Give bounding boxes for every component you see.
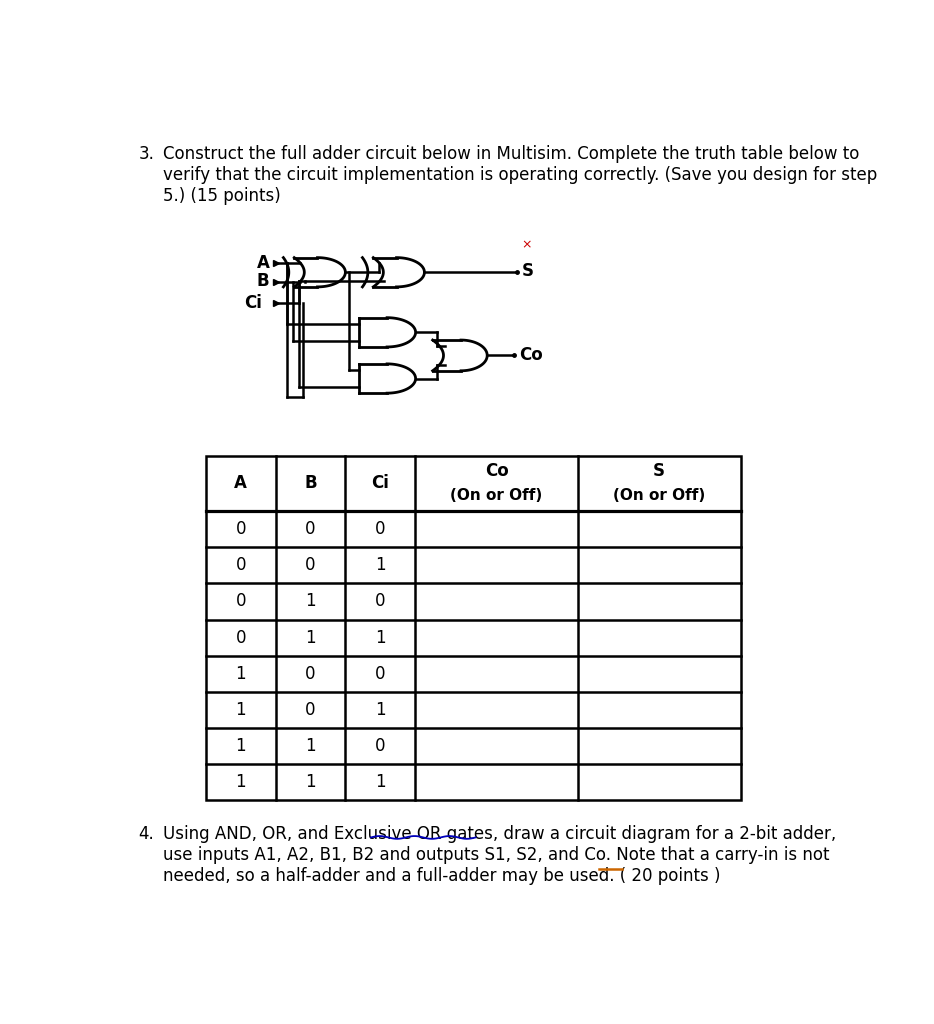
Text: Using AND, OR, and Exclusive OR gates, draw a circuit diagram for a 2-bit adder,: Using AND, OR, and Exclusive OR gates, d… (163, 825, 837, 885)
Text: 0: 0 (305, 665, 316, 683)
Text: 0: 0 (375, 593, 386, 610)
Text: 1: 1 (235, 665, 246, 683)
Text: 1: 1 (305, 629, 316, 646)
Text: Co: Co (519, 346, 543, 364)
Text: 1: 1 (305, 737, 316, 755)
Text: S: S (522, 262, 534, 281)
Text: 0: 0 (235, 520, 246, 538)
Text: 0: 0 (305, 556, 316, 574)
Text: B: B (257, 272, 269, 291)
Text: 0: 0 (235, 593, 246, 610)
Text: S: S (653, 462, 665, 480)
Text: 3.: 3. (138, 145, 154, 163)
Text: Co: Co (485, 462, 508, 480)
Text: 0: 0 (235, 556, 246, 574)
Text: (On or Off): (On or Off) (450, 488, 543, 503)
Text: 1: 1 (305, 593, 316, 610)
Text: ×: × (521, 239, 531, 252)
Text: Ci: Ci (244, 294, 262, 312)
Text: A: A (234, 474, 248, 493)
Bar (205, 456, 741, 801)
Text: 4.: 4. (138, 825, 154, 843)
Text: 0: 0 (375, 737, 386, 755)
Text: Ci: Ci (372, 474, 389, 493)
Text: 1: 1 (235, 773, 246, 792)
Text: 1: 1 (375, 556, 386, 574)
Text: 1: 1 (375, 773, 386, 792)
Text: 0: 0 (305, 520, 316, 538)
Text: 0: 0 (305, 701, 316, 719)
Text: 0: 0 (375, 665, 386, 683)
Text: 1: 1 (375, 629, 386, 646)
Text: A: A (257, 254, 269, 272)
Text: 1: 1 (235, 737, 246, 755)
Text: (On or Off): (On or Off) (613, 488, 705, 503)
Text: B: B (304, 474, 317, 493)
Text: 0: 0 (235, 629, 246, 646)
Text: 1: 1 (235, 701, 246, 719)
Text: Construct the full adder circuit below in Multisim. Complete the truth table bel: Construct the full adder circuit below i… (163, 145, 878, 205)
Text: 1: 1 (375, 701, 386, 719)
Text: 0: 0 (375, 520, 386, 538)
Text: 1: 1 (305, 773, 316, 792)
